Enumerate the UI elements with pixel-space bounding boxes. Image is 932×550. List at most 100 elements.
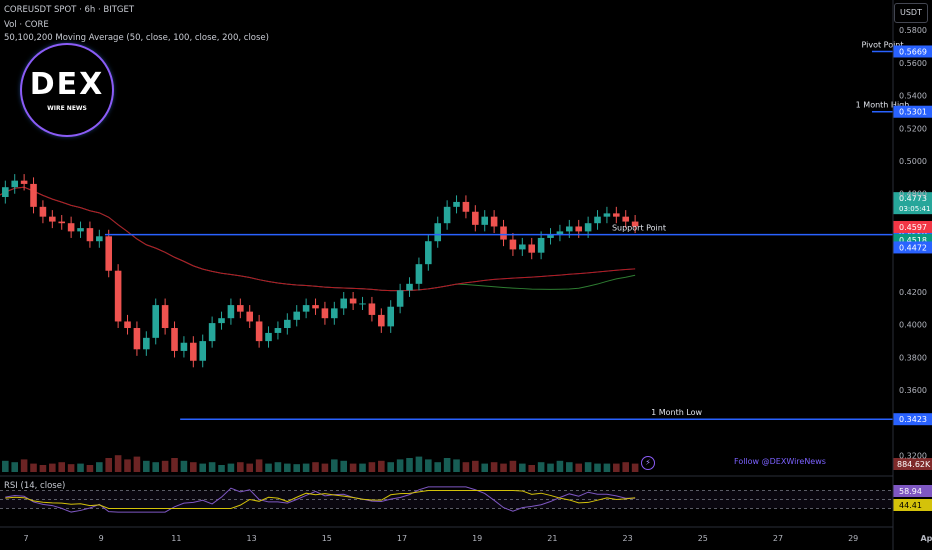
level-label: 1 Month High xyxy=(856,101,910,110)
volume-bar xyxy=(443,458,451,472)
volume-bar xyxy=(227,463,235,472)
rsi-value: 58.94 xyxy=(899,487,922,496)
volume-bar xyxy=(255,459,263,472)
volume-bar xyxy=(124,459,131,472)
bolt-icon[interactable]: ⚡ xyxy=(641,456,655,470)
x-tick-label: 17 xyxy=(397,534,407,543)
candle xyxy=(86,228,94,242)
x-tick-label: 25 xyxy=(698,534,708,543)
volume-legend[interactable]: Vol · CORE xyxy=(4,20,49,30)
volume-bar xyxy=(575,463,583,472)
candle xyxy=(284,319,291,329)
candle xyxy=(237,305,244,312)
y-tick-label: 0.4800 xyxy=(899,190,927,199)
candle xyxy=(293,311,301,320)
volume-bar xyxy=(199,463,207,472)
candle xyxy=(472,211,479,225)
volume-tag xyxy=(893,458,932,470)
volume-bar xyxy=(396,459,404,472)
follow-text: Follow @DEXWireNews xyxy=(734,457,826,466)
candle xyxy=(481,216,489,225)
logo-sub: WIRE NEWS xyxy=(47,105,87,112)
candle xyxy=(312,305,319,309)
price-tag xyxy=(893,241,932,254)
volume-bar xyxy=(143,460,150,472)
volume-bar xyxy=(359,463,366,472)
candles xyxy=(2,174,639,368)
candle xyxy=(462,201,470,212)
price-tag xyxy=(893,220,932,233)
symbol-title[interactable]: COREUSDT SPOT · 6h · BITGET xyxy=(4,5,135,15)
candle xyxy=(208,323,216,342)
x-tick-label: 19 xyxy=(472,534,482,543)
volume-bar xyxy=(631,463,639,472)
candle xyxy=(425,241,432,265)
candle xyxy=(321,308,329,319)
candle xyxy=(143,337,150,350)
currency-button[interactable]: USDT xyxy=(894,3,928,23)
volume-bar xyxy=(284,463,291,472)
volume-bar xyxy=(180,460,188,472)
candle xyxy=(67,223,75,232)
volume-bar xyxy=(105,458,113,472)
candle xyxy=(575,226,583,232)
price-tag-label: 0.4597 xyxy=(899,223,927,232)
rsi-legend[interactable]: RSI (14, close) xyxy=(4,481,66,491)
candle xyxy=(96,236,103,242)
volume-bar xyxy=(161,460,169,472)
ma-legend[interactable]: 50,100,200 Moving Average (50, close, 10… xyxy=(4,33,269,43)
y-tick-label: 0.4200 xyxy=(899,288,927,297)
candle xyxy=(528,244,536,253)
y-tick-label: 0.3600 xyxy=(899,386,927,395)
candle xyxy=(199,341,207,361)
x-tick-label: 9 xyxy=(99,534,104,543)
candle xyxy=(453,201,460,207)
rsi-ma-line xyxy=(5,490,636,509)
rsi-tag xyxy=(893,485,932,497)
volume-bar xyxy=(509,460,517,472)
price-tag xyxy=(893,192,932,215)
logo-main: DEX xyxy=(29,67,105,102)
y-tick-label: 0.5600 xyxy=(899,59,927,68)
candle xyxy=(368,303,376,315)
rsi-line xyxy=(5,486,636,513)
volume-bar xyxy=(378,460,385,472)
volume-bar xyxy=(415,456,423,472)
candle xyxy=(500,226,507,240)
volume-bar xyxy=(152,462,160,472)
y-tick-label: 0.3200 xyxy=(899,452,927,461)
x-tick-label: 15 xyxy=(322,534,332,543)
candle xyxy=(406,283,413,291)
candle xyxy=(547,234,554,238)
volume-bar xyxy=(594,463,601,472)
volume-bar xyxy=(519,463,526,472)
volume-bar xyxy=(425,459,432,472)
ma-200-line xyxy=(0,186,636,292)
volume-bar xyxy=(528,465,536,472)
y-tick-label: 0.5000 xyxy=(899,157,927,166)
rsi-ma-value: 44.41 xyxy=(899,501,922,510)
x-tick-label: 11 xyxy=(171,534,181,543)
price-axis: 0.5800 0.5600 0.5400 0.5200 0.5000 0.4800 0.42… xyxy=(892,0,927,550)
countdown-label: 03:05:41 xyxy=(899,205,930,213)
volume-bar xyxy=(293,464,301,472)
volume-bar xyxy=(302,463,310,472)
volume-bar xyxy=(2,460,9,472)
volume-bar xyxy=(490,462,498,472)
price-tag-label: 0.4518 xyxy=(899,236,927,245)
x-tick-label: Apr xyxy=(920,534,932,543)
y-tick-label: 0.4000 xyxy=(899,321,927,330)
volume-bar xyxy=(265,463,272,472)
candle xyxy=(594,216,601,224)
volume-bar xyxy=(67,464,75,472)
time-axis: 7911131517192123252729Apr357911131517192… xyxy=(0,526,932,543)
volume-bar xyxy=(537,462,545,472)
candle xyxy=(613,213,620,217)
candle xyxy=(622,216,630,222)
y-tick-label: 0.3800 xyxy=(899,353,927,362)
candle xyxy=(114,270,122,322)
candle xyxy=(105,236,113,271)
candle xyxy=(161,305,169,329)
price-tag-label: 0.4773 xyxy=(899,194,927,203)
